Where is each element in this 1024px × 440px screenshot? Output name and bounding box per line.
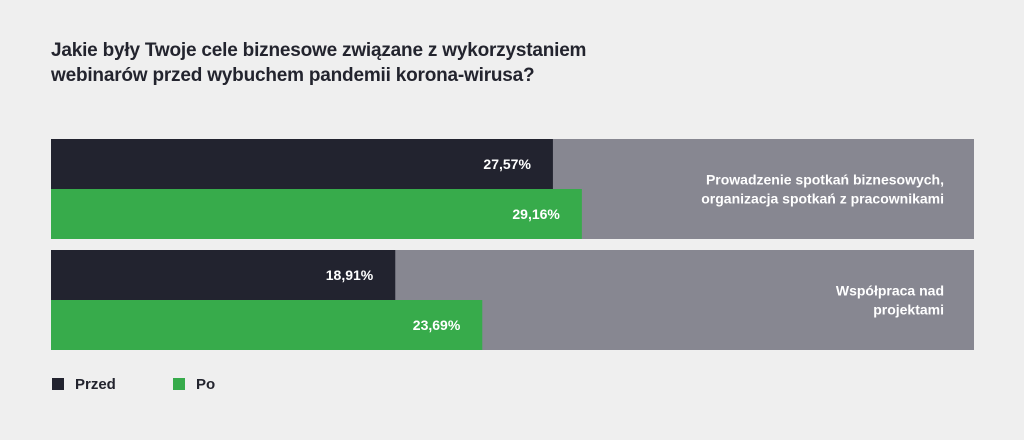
chart-title-line-2: webinarów przed wybuchem pandemii korona… <box>51 65 535 86</box>
legend-label-przed: Przed <box>75 376 116 393</box>
legend-item-przed: Przed <box>52 376 116 393</box>
category-label-2-line-1: Współpraca nad <box>836 283 944 299</box>
bar-przed-2 <box>51 250 396 300</box>
legend-swatch-po <box>173 378 185 390</box>
bar-po-1 <box>51 189 582 239</box>
bar-przed-1 <box>51 139 553 189</box>
data-label-przed-1: 27,57% <box>483 156 531 172</box>
bar-po-2 <box>51 300 483 350</box>
legend-item-po: Po <box>173 376 215 393</box>
data-label-przed-2: 18,91% <box>326 267 374 283</box>
category-label-1-line-2: organizacja spotkań z pracownikami <box>701 191 944 207</box>
legend-swatch-przed <box>52 378 64 390</box>
chart-title-line-1: Jakie były Twoje cele biznesowe związane… <box>51 40 587 61</box>
data-label-po-2: 23,69% <box>413 317 461 333</box>
data-label-po-1: 29,16% <box>512 206 560 222</box>
category-label-1-line-1: Prowadzenie spotkań biznesowych, <box>706 172 944 188</box>
category-label-2-line-2: projektami <box>873 302 944 318</box>
legend-label-po: Po <box>196 376 216 393</box>
chart-title: Jakie były Twoje cele biznesowe związane… <box>51 38 691 88</box>
